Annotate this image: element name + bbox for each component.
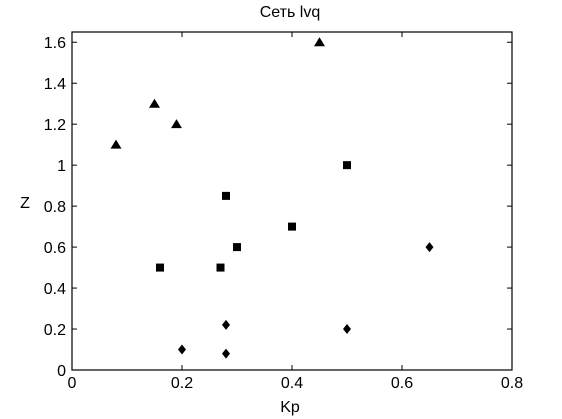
diamond-point xyxy=(222,319,230,330)
x-tick-label: 0 xyxy=(68,375,77,392)
square-point xyxy=(288,222,296,231)
x-tick-label: 0.6 xyxy=(391,375,413,392)
y-tick-label: 1.6 xyxy=(44,35,66,52)
data-points xyxy=(110,37,434,359)
y-tick-label: 1.4 xyxy=(44,76,66,93)
y-tick-label: 0.4 xyxy=(44,281,66,298)
square-point xyxy=(233,243,241,252)
triangle-point xyxy=(149,98,160,108)
y-tick-label: 0 xyxy=(57,363,66,380)
x-axis-title: Kp xyxy=(280,399,300,416)
square-point xyxy=(222,191,230,200)
x-axis: 0 0.2 0.4 0.6 0.8 xyxy=(68,32,523,392)
y-tick-label: 1 xyxy=(57,158,66,175)
y-axis: 0 0.2 0.4 0.6 0.8 1 1.2 1.4 1.6 xyxy=(44,35,512,380)
triangle-point xyxy=(171,119,182,129)
y-tick-label: 0.6 xyxy=(44,240,66,257)
diamond-point xyxy=(343,324,351,335)
square-point xyxy=(343,161,351,170)
square-point xyxy=(216,263,225,272)
x-tick-label: 0.2 xyxy=(171,375,193,392)
x-tick-label: 0.4 xyxy=(281,375,303,392)
diamond-point xyxy=(425,242,434,253)
triangle-point xyxy=(110,139,122,149)
x-tick-label: 0.8 xyxy=(501,375,523,392)
diamond-point xyxy=(222,348,230,359)
y-tick-label: 1.2 xyxy=(44,117,66,134)
diamond-point xyxy=(178,344,186,355)
y-tick-label: 0.2 xyxy=(44,322,66,339)
square-point xyxy=(156,263,164,272)
y-axis-title: Z xyxy=(20,195,30,212)
triangle-point xyxy=(314,37,325,47)
plot-area-frame xyxy=(71,31,513,371)
chart-title: Сеть lvq xyxy=(260,4,320,21)
y-tick-label: 0.8 xyxy=(44,199,66,216)
